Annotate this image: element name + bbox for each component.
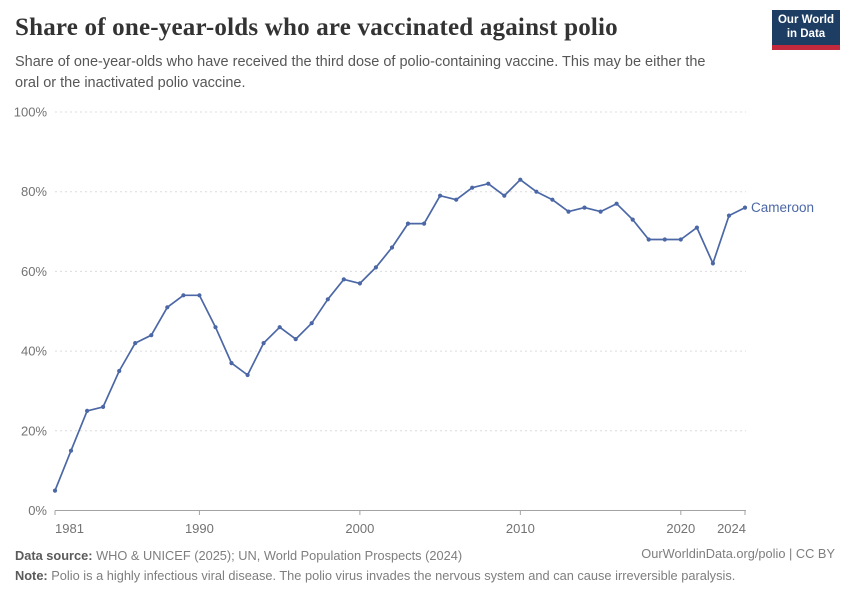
y-tick-label: 60%: [21, 264, 47, 279]
data-point[interactable]: [550, 197, 555, 202]
footer-note-text: Polio is a highly infectious viral disea…: [47, 567, 736, 583]
x-tick-label: 1981: [55, 521, 84, 536]
owid-logo-text: Our World in Data: [772, 10, 840, 45]
data-point[interactable]: [710, 261, 716, 266]
data-point[interactable]: [470, 185, 475, 190]
data-point[interactable]: [422, 221, 427, 226]
x-tick-label: 2000: [345, 521, 374, 536]
data-point[interactable]: [630, 217, 635, 222]
data-point[interactable]: [742, 205, 748, 210]
data-point[interactable]: [325, 297, 330, 302]
x-tick-label: 2020: [666, 521, 695, 536]
data-point[interactable]: [582, 205, 587, 210]
chart-subtitle: Share of one-year-olds who have received…: [15, 54, 706, 92]
data-point[interactable]: [502, 193, 507, 198]
data-point[interactable]: [694, 225, 700, 230]
data-point[interactable]: [68, 448, 74, 453]
data-point[interactable]: [341, 277, 346, 282]
data-point[interactable]: [357, 281, 362, 286]
footer-source-label: Data source:: [15, 548, 93, 563]
footer-note-line: Note: Polio is a highly infectious viral…: [15, 566, 835, 586]
data-point[interactable]: [149, 333, 154, 338]
footer-note-label: Note:: [15, 567, 48, 583]
data-point[interactable]: [389, 245, 395, 250]
data-point[interactable]: [454, 197, 459, 202]
data-point[interactable]: [518, 177, 523, 182]
footer-license[interactable]: OurWorldinData.org/polio | CC BY: [641, 546, 835, 561]
series-line[interactable]: [54, 178, 746, 492]
data-point[interactable]: [534, 189, 539, 194]
data-point[interactable]: [438, 193, 443, 198]
data-point[interactable]: [486, 181, 491, 186]
x-tick-label: 2024: [717, 521, 746, 536]
data-point[interactable]: [277, 325, 282, 330]
data-point[interactable]: [117, 368, 122, 374]
data-point[interactable]: [133, 341, 138, 346]
y-tick-label: 100%: [14, 105, 48, 120]
data-point[interactable]: [197, 293, 202, 298]
data-point[interactable]: [662, 237, 667, 242]
page-title: Share of one-year-olds who are vaccinate…: [15, 14, 618, 41]
data-point[interactable]: [229, 361, 234, 366]
data-point[interactable]: [405, 221, 411, 226]
y-tick-label: 0%: [28, 503, 47, 518]
entity-label[interactable]: Cameroon: [751, 200, 814, 215]
footer-source-line: Data source: WHO & UNICEF (2025); UN, Wo…: [15, 546, 835, 566]
data-point[interactable]: [293, 337, 298, 342]
x-tick-label: 1990: [185, 521, 214, 536]
y-tick-label: 20%: [21, 423, 47, 438]
data-point[interactable]: [566, 209, 571, 214]
data-point[interactable]: [245, 372, 250, 378]
data-point[interactable]: [101, 404, 106, 409]
x-tick-label: 2010: [506, 521, 535, 536]
data-point[interactable]: [213, 325, 218, 330]
owid-logo-red-bar: [772, 45, 840, 50]
data-point[interactable]: [614, 201, 619, 206]
data-point[interactable]: [598, 209, 603, 214]
data-point[interactable]: [52, 488, 58, 493]
data-point[interactable]: [373, 265, 378, 270]
y-tick-label: 80%: [21, 184, 47, 199]
data-point[interactable]: [165, 305, 170, 310]
footer-source-text: WHO & UNICEF (2025); UN, World Populatio…: [92, 548, 463, 563]
data-point[interactable]: [261, 341, 266, 346]
owid-logo-line2: in Data: [786, 27, 826, 40]
data-point[interactable]: [678, 237, 683, 242]
owid-logo[interactable]: Our World in Data: [772, 10, 840, 50]
data-point[interactable]: [85, 408, 90, 413]
owid-logo-line1: Our World: [777, 13, 834, 26]
footer: Data source: WHO & UNICEF (2025); UN, Wo…: [15, 546, 835, 586]
data-point[interactable]: [181, 293, 186, 298]
data-point[interactable]: [726, 213, 732, 218]
data-point[interactable]: [646, 237, 651, 242]
y-tick-label: 40%: [21, 344, 47, 359]
data-point[interactable]: [309, 321, 314, 326]
